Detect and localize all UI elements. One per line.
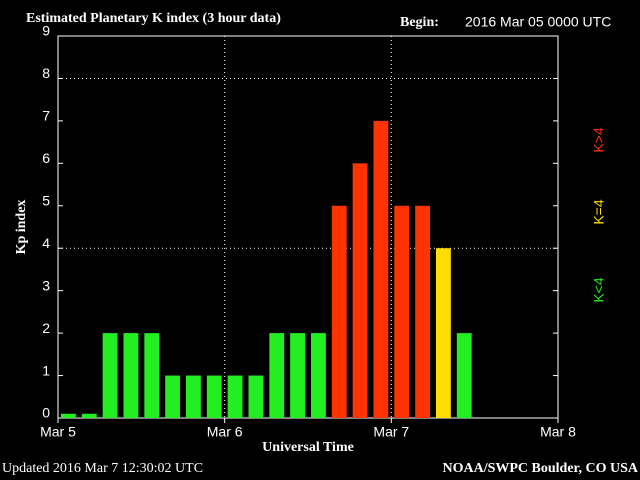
chart-title: Estimated Planetary K index (3 hour data… xyxy=(26,11,281,26)
plot-frame xyxy=(57,35,559,419)
bar xyxy=(331,205,347,418)
legend-entry: K=4 xyxy=(591,199,607,225)
y-tick-label: 8 xyxy=(42,65,50,81)
bar xyxy=(81,413,97,418)
bar xyxy=(61,413,76,418)
y-tick-label: 5 xyxy=(42,192,50,208)
bar xyxy=(269,333,285,418)
legend-entry: K<4 xyxy=(591,277,607,303)
bar xyxy=(436,248,451,418)
y-tick-label: 6 xyxy=(42,150,50,166)
bar xyxy=(394,205,410,418)
y-tick-label: 0 xyxy=(42,405,50,421)
x-tick-label: Mar 5 xyxy=(40,424,76,440)
bar xyxy=(123,333,139,418)
x-tick-label: Mar 6 xyxy=(207,424,243,440)
bar xyxy=(248,375,264,418)
y-tick-label: 2 xyxy=(42,320,50,336)
y-axis-label: Kp index xyxy=(14,200,29,255)
y-tick-label: 1 xyxy=(42,362,50,378)
bar xyxy=(165,375,180,418)
bar xyxy=(206,375,222,418)
y-tick-label: 3 xyxy=(42,277,50,293)
bar xyxy=(415,205,430,418)
begin-label: Begin: xyxy=(400,15,439,30)
legend-entry: K>4 xyxy=(591,127,607,153)
x-axis-label: Universal Time xyxy=(262,440,354,455)
x-tick-label: Mar 8 xyxy=(540,424,576,440)
y-tick-label: 7 xyxy=(42,108,50,124)
y-tick-label: 4 xyxy=(42,235,50,251)
y-tick-label: 9 xyxy=(42,23,50,39)
bar xyxy=(144,333,160,418)
credit: NOAA/SWPC Boulder, CO USA xyxy=(442,461,638,476)
begin-value: 2016 Mar 05 0000 UTC xyxy=(465,14,611,30)
bar xyxy=(186,375,201,418)
bar xyxy=(373,120,389,418)
bar xyxy=(102,333,118,418)
bar xyxy=(352,163,368,418)
updated: Updated 2016 Mar 7 12:30:02 UTC xyxy=(2,461,203,476)
bar xyxy=(227,375,243,418)
x-tick-label: Mar 7 xyxy=(373,424,409,440)
bar xyxy=(290,333,305,418)
bar xyxy=(311,333,326,418)
bar xyxy=(456,333,472,418)
